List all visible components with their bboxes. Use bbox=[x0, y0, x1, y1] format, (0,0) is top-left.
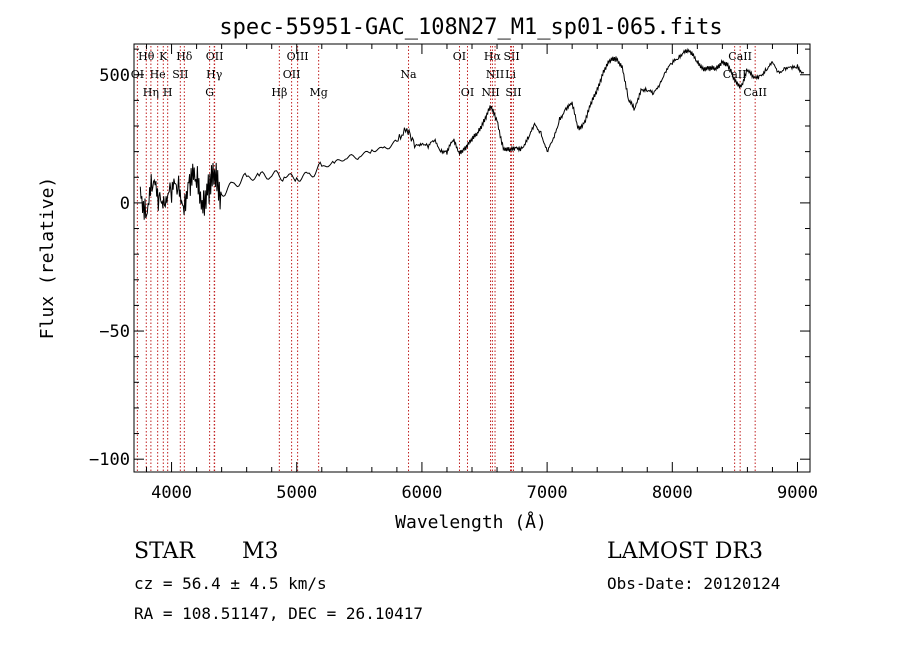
line-marker-label: K bbox=[159, 50, 168, 63]
series-layer bbox=[139, 47, 805, 220]
line-marker-label: CaII bbox=[728, 50, 752, 63]
line-marker-label: NII bbox=[481, 86, 499, 99]
x-tick-label: 8000 bbox=[652, 483, 693, 503]
line-marker-label: SII bbox=[505, 86, 521, 99]
emission-line-markers: HθKHδOIIOIIIOIHαSIICaIIHeSIIHγOIINaNIILi… bbox=[131, 46, 767, 472]
survey-name: LAMOST DR3 bbox=[607, 539, 763, 564]
line-marker-label: CaII bbox=[723, 68, 747, 81]
line-marker-label: He bbox=[150, 68, 166, 81]
object-class: STAR bbox=[134, 539, 195, 564]
spectrum-line bbox=[139, 47, 805, 220]
redshift-velocity: cz = 56.4 ± 4.5 km/s bbox=[134, 574, 327, 593]
line-marker-label: H bbox=[163, 86, 173, 99]
y-tick-label: 0 bbox=[120, 194, 130, 214]
line-marker-label: OI bbox=[453, 50, 466, 63]
line-marker-label: OIII bbox=[287, 50, 309, 63]
x-axis-label: Wavelength (Å) bbox=[395, 511, 547, 533]
y-tick-label: 500 bbox=[99, 66, 130, 86]
ra-dec: RA = 108.51147, DEC = 26.10417 bbox=[134, 604, 423, 623]
line-marker-label: NII bbox=[486, 68, 504, 81]
line-marker-label: Na bbox=[400, 68, 417, 81]
x-tick-label: 9000 bbox=[777, 483, 818, 503]
axes-layer: 4000 5000 6000 7000 8000 9000 −100 −50 0 500 bbox=[89, 44, 818, 503]
observation-date: Obs-Date: 20120124 bbox=[607, 574, 781, 593]
x-tick-label: 6000 bbox=[401, 483, 442, 503]
y-tick-label: −50 bbox=[99, 322, 130, 342]
object-subclass: M3 bbox=[242, 539, 279, 564]
line-marker-label: SII bbox=[172, 68, 188, 81]
line-marker-label: SII bbox=[503, 50, 519, 63]
line-marker-label: Hδ bbox=[176, 50, 193, 63]
line-marker-label: Hθ bbox=[138, 50, 155, 63]
line-marker-label: Hα bbox=[484, 50, 502, 63]
x-tick-label: 5000 bbox=[276, 483, 317, 503]
line-marker-label: CaII bbox=[743, 86, 767, 99]
x-tick-label: 4000 bbox=[151, 483, 192, 503]
plot-frame bbox=[133, 43, 811, 473]
line-marker-label: Li bbox=[505, 68, 516, 81]
line-marker-label: G bbox=[205, 86, 214, 99]
y-axis-label: Flux (relative) bbox=[37, 177, 58, 340]
line-marker-label: Hγ bbox=[206, 68, 223, 81]
line-marker-label: Hη bbox=[143, 86, 159, 99]
line-marker-label: Hβ bbox=[271, 86, 287, 99]
chart-title: spec-55951-GAC_108N27_M1_sp01-065.fits bbox=[219, 15, 722, 40]
line-marker-label: OII bbox=[283, 68, 301, 81]
line-marker-label: Mg bbox=[309, 86, 327, 99]
x-tick-label: 7000 bbox=[527, 483, 568, 503]
line-marker-label: OI bbox=[461, 86, 474, 99]
y-tick-label: −100 bbox=[89, 450, 130, 470]
